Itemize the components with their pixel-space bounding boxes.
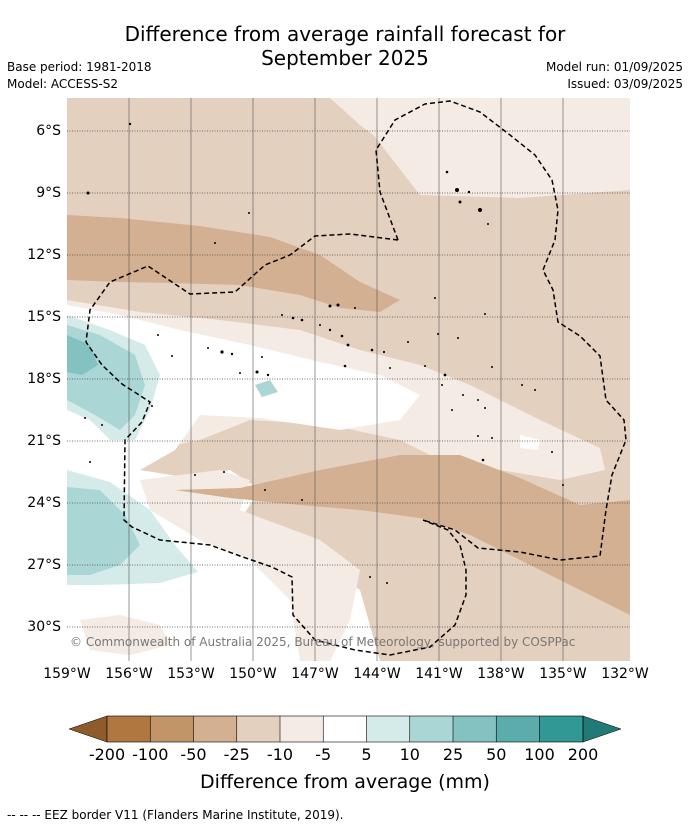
lat-label-27s: 27°S: [27, 557, 61, 573]
colorbar-bin-9: [453, 716, 497, 742]
colorbar-tick-label: 5: [361, 745, 372, 764]
region-minus-25-north: [67, 215, 400, 312]
colorbar-tick-label: -25: [223, 745, 250, 764]
title-line-2: September 2025: [261, 46, 429, 70]
colorbar-tick-label: 200: [567, 745, 599, 764]
region-minus-5-south: [140, 470, 360, 661]
lat-label-21s: 21°S: [27, 433, 61, 449]
region-minus-25-south: [175, 455, 630, 615]
region-plus-10-southwest: [67, 487, 140, 575]
colorbar-tick-label: -5: [315, 745, 332, 764]
colorbar-bin-5: [280, 716, 324, 742]
colorbar: [68, 715, 622, 743]
colorbar-dividers: [149, 716, 540, 742]
region-minus-5-southwest: [80, 615, 170, 655]
map-title: Difference from average rainfall forecas…: [0, 22, 690, 70]
lat-label-30s: 30°S: [27, 619, 61, 635]
region-near-normal-east: [520, 435, 540, 450]
lon-label-144w: 144°W: [353, 666, 401, 682]
colorbar-tick-label: -50: [180, 745, 207, 764]
eez-footnote: -- -- -- EEZ border V11 (Flanders Marine…: [7, 808, 344, 822]
colorbar-title: Difference from average (mm): [200, 771, 490, 793]
region-plus-25-northwest: [67, 335, 98, 375]
colorbar-extend-low: [68, 715, 108, 743]
lat-label-9s: 9°S: [36, 185, 61, 201]
region-near-normal-west: [67, 305, 420, 470]
colorbar-bin-7: [366, 716, 410, 742]
colorbar-tick-label: -200: [88, 745, 126, 764]
region-plus-10-patch: [255, 380, 278, 397]
colorbar-bin-3: [193, 716, 237, 742]
islands: [84, 122, 564, 584]
colorbar-bin-8: [409, 716, 453, 742]
lon-label-156w: 156°W: [105, 666, 153, 682]
lon-label-132w: 132°W: [601, 666, 649, 682]
colorbar-bin-4: [236, 716, 280, 742]
colorbar-bin-6: [323, 716, 367, 742]
colorbar-bin-11: [539, 716, 583, 742]
rainfall-anomaly-field: [67, 98, 630, 661]
base-period: Base period: 1981-2018: [7, 60, 152, 74]
lat-label-24s: 24°S: [27, 495, 61, 511]
lon-label-135w: 135°W: [539, 666, 587, 682]
meta-left: Base period: 1981-2018 Model: ACCESS-S2: [7, 59, 152, 93]
colorbar-bin-10: [496, 716, 540, 742]
copyright-notice: © Commonwealth of Australia 2025, Bureau…: [70, 635, 576, 649]
colorbar-tick-label: -100: [132, 745, 169, 764]
colorbar-outline: [106, 715, 584, 743]
colorbar-tick-label: 25: [442, 745, 464, 764]
lon-label-153w: 153°W: [167, 666, 215, 682]
title-line-1: Difference from average rainfall forecas…: [124, 22, 566, 46]
lat-label-15s: 15°S: [27, 309, 61, 325]
graticule-meridians: [128, 98, 564, 661]
model-run: Model run: 01/09/2025: [545, 60, 683, 74]
eez-borders: [85, 100, 627, 656]
lon-label-141w: 141°W: [415, 666, 463, 682]
meta-right: Model run: 01/09/2025 Issued: 03/09/2025: [546, 59, 683, 93]
colorbar-tick-label: 10: [399, 745, 420, 764]
lat-label-6s: 6°S: [36, 123, 61, 139]
colorbar-bin-1: [107, 716, 151, 742]
issued-date: Issued: 03/09/2025: [567, 77, 683, 91]
region-minus-5-northeast: [345, 98, 630, 198]
colorbar-bin-2: [150, 716, 194, 742]
colorbar-tick-label: 100: [524, 745, 555, 764]
lon-label-147w: 147°W: [291, 666, 339, 682]
colorbar-extend-high: [582, 715, 622, 743]
colorbar-tick-label: 50: [486, 745, 507, 764]
lat-label-12s: 12°S: [27, 247, 61, 263]
model-name: Model: ACCESS-S2: [7, 77, 119, 91]
lon-label-138w: 138°W: [477, 666, 525, 682]
lon-label-159w: 159°W: [43, 666, 91, 682]
colorbar-tick-label: -10: [266, 745, 294, 764]
lon-label-150w: 150°W: [229, 666, 277, 682]
lat-label-18s: 18°S: [27, 371, 61, 387]
